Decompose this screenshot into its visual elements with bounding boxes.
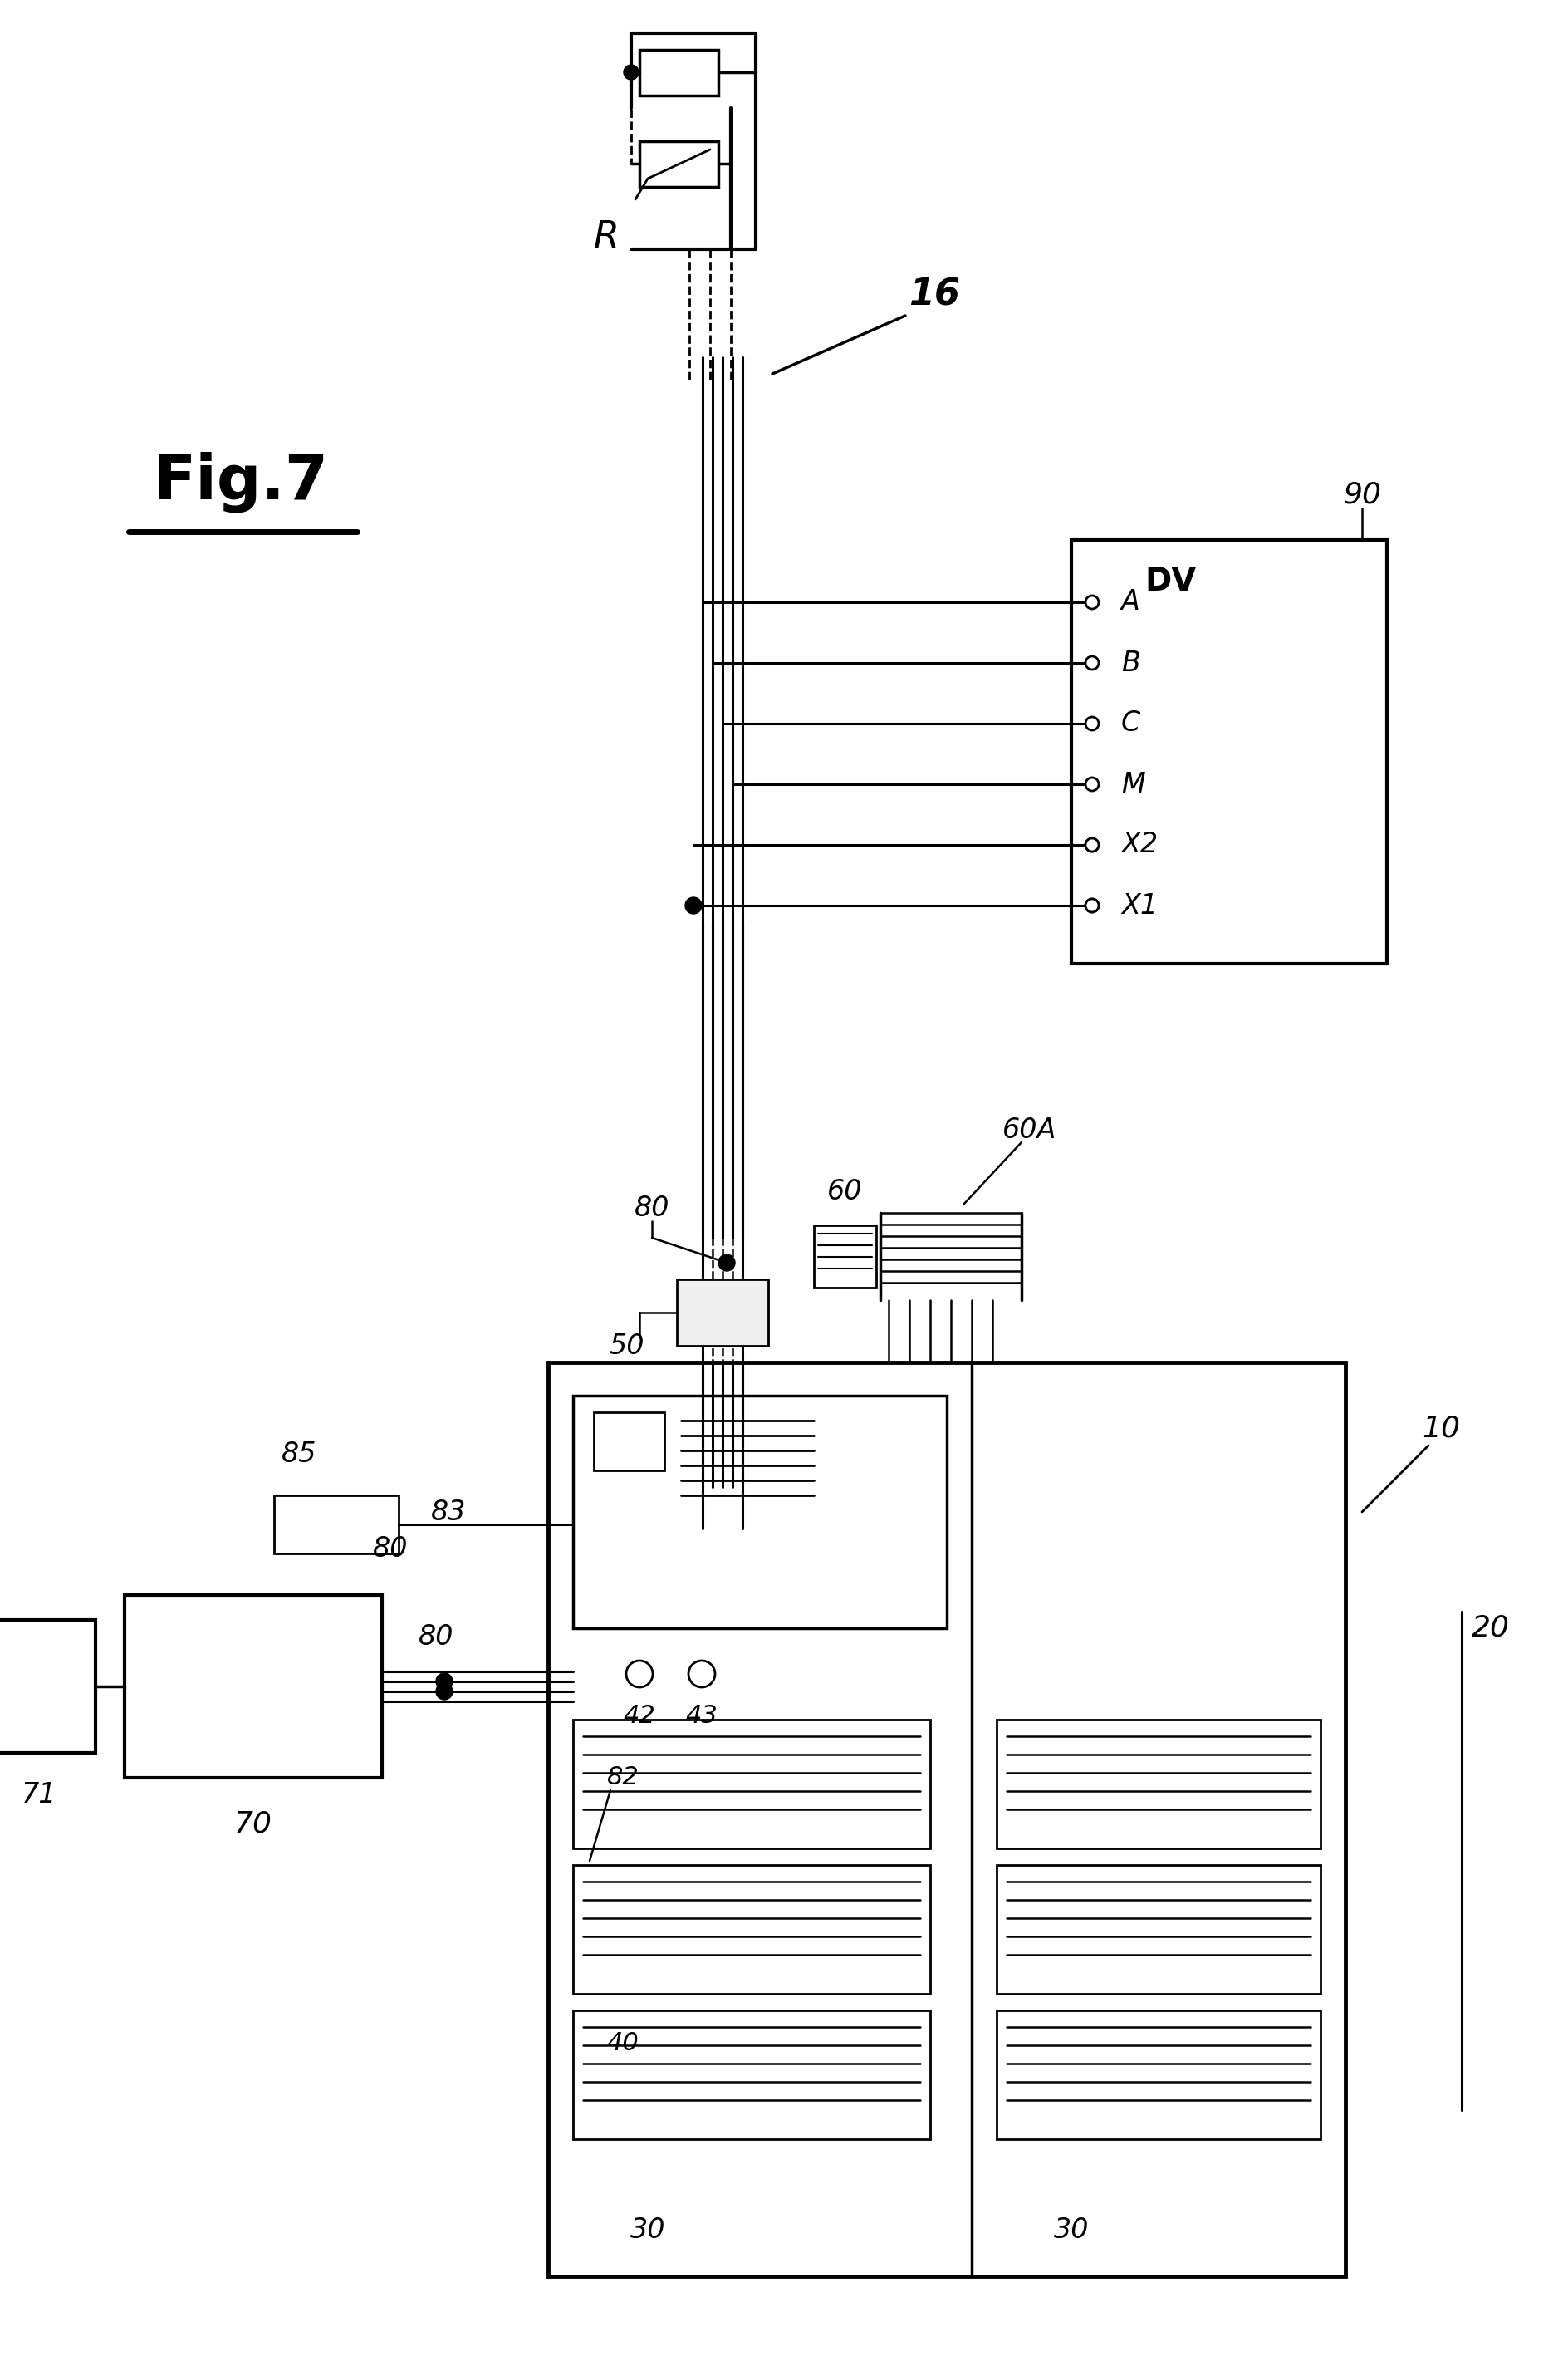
Text: A: A — [1121, 589, 1140, 615]
Circle shape — [624, 66, 638, 80]
Bar — [997, 2010, 1320, 2139]
Text: R: R — [593, 219, 619, 254]
Text: 80: 80 — [419, 1623, 453, 1649]
Text: C: C — [1121, 709, 1140, 737]
Circle shape — [1085, 839, 1099, 851]
Circle shape — [436, 1673, 453, 1689]
Text: X2: X2 — [1121, 832, 1157, 858]
Bar — [572, 1720, 930, 1849]
Circle shape — [718, 1253, 735, 1270]
Text: X1: X1 — [1121, 893, 1157, 919]
Bar — [274, 1496, 398, 1553]
Text: 60A: 60A — [1002, 1117, 1057, 1143]
Circle shape — [436, 1682, 453, 1699]
Circle shape — [1085, 900, 1099, 912]
Text: DV: DV — [1145, 565, 1196, 598]
Bar — [124, 1595, 383, 1779]
Circle shape — [688, 1661, 715, 1687]
Text: 30: 30 — [630, 2217, 665, 2245]
Text: 70: 70 — [234, 1809, 273, 1838]
Text: 10: 10 — [1422, 1414, 1460, 1442]
Text: 85: 85 — [281, 1440, 317, 1468]
Bar — [677, 1279, 768, 1345]
Circle shape — [1085, 657, 1099, 669]
Text: 30: 30 — [1054, 2217, 1090, 2245]
Text: 83: 83 — [431, 1498, 466, 1527]
Text: 40: 40 — [607, 2031, 640, 2057]
Bar — [814, 1225, 877, 1289]
Text: 42: 42 — [624, 1703, 655, 1727]
Bar — [997, 1866, 1320, 1993]
Bar — [997, 1720, 1320, 1849]
Bar — [572, 2010, 930, 2139]
Bar — [572, 1395, 947, 1628]
Text: 90: 90 — [1342, 481, 1381, 509]
Bar — [594, 1411, 665, 1470]
Text: 16: 16 — [908, 278, 960, 313]
Bar — [0, 1621, 96, 1753]
Text: Fig.7: Fig.7 — [154, 452, 329, 511]
Circle shape — [1085, 777, 1099, 792]
Bar — [549, 1362, 1345, 2276]
Text: 71: 71 — [22, 1781, 56, 1807]
Text: 82: 82 — [607, 1765, 640, 1791]
Text: 80: 80 — [373, 1536, 408, 1562]
Bar — [1071, 540, 1388, 964]
Circle shape — [626, 1661, 652, 1687]
Text: M: M — [1121, 770, 1145, 799]
Circle shape — [1085, 596, 1099, 608]
Text: 50: 50 — [610, 1331, 644, 1359]
Text: 43: 43 — [685, 1703, 718, 1727]
Text: 80: 80 — [635, 1194, 670, 1223]
Text: 20: 20 — [1472, 1614, 1510, 1642]
Circle shape — [1085, 900, 1099, 912]
Circle shape — [1085, 716, 1099, 730]
Circle shape — [1085, 839, 1099, 851]
Bar — [572, 1866, 930, 1993]
Text: 60: 60 — [826, 1178, 862, 1206]
Bar — [640, 141, 718, 186]
Bar — [640, 49, 718, 97]
Text: B: B — [1121, 650, 1140, 676]
Circle shape — [685, 898, 702, 914]
